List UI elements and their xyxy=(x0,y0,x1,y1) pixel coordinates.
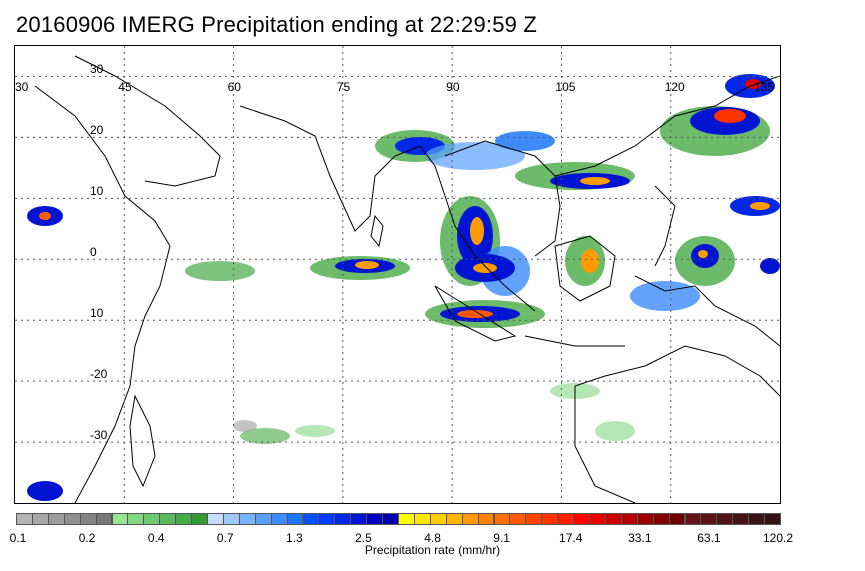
colorbar-cell xyxy=(16,513,33,525)
colorbar-cell xyxy=(764,513,781,525)
colorbar-label: 17.4 xyxy=(559,531,583,545)
colorbar-cell xyxy=(366,513,384,525)
colorbar-label: 0.7 xyxy=(216,531,234,545)
colorbar-label: 1.3 xyxy=(286,531,303,545)
latitude-tick-label: -20 xyxy=(90,367,108,382)
colorbar-cell xyxy=(254,513,272,525)
colorbar-cell xyxy=(748,513,766,525)
colorbar-cell xyxy=(47,513,65,525)
colorbar-cell xyxy=(95,513,113,525)
colorbar-cell xyxy=(541,513,559,525)
colorbar-cell xyxy=(222,513,240,525)
colorbar-cell xyxy=(525,513,543,525)
latitude-tick-label: 20 xyxy=(90,123,104,138)
colorbar-cell xyxy=(461,513,479,525)
colorbar xyxy=(16,513,781,525)
colorbar-cell xyxy=(143,513,161,525)
colorbar-label: 33.1 xyxy=(628,531,652,545)
colorbar-cell xyxy=(684,513,702,525)
map-title: 20160906 IMERG Precipitation ending at 2… xyxy=(16,12,538,37)
colorbar-label: 0.2 xyxy=(78,531,96,545)
colorbar-cell xyxy=(398,513,415,525)
colorbar-cell xyxy=(445,513,463,525)
colorbar-cell xyxy=(716,513,734,525)
colorbar-cell xyxy=(557,513,575,525)
colorbar-cell xyxy=(79,513,97,525)
colorbar-cell xyxy=(700,513,718,525)
colorbar-label: 0.4 xyxy=(147,531,165,545)
colorbar-cell xyxy=(334,513,352,525)
colorbar-cell xyxy=(159,513,177,525)
longitude-tick-label: 60 xyxy=(227,79,241,94)
longitude-tick-label: 75 xyxy=(336,79,351,94)
colorbar-cell xyxy=(589,513,606,525)
precipitation-map: 30 45 60 75 90 105 120 135 30 20 10 0 10 -20 -30 xyxy=(14,45,781,504)
colorbar-cell xyxy=(620,513,638,525)
colorbar-cell xyxy=(382,513,399,525)
colorbar-cell xyxy=(111,513,129,525)
colorbar-title: Precipitation rate (mm/hr) xyxy=(364,543,501,557)
colorbar-cell xyxy=(31,513,49,525)
colorbar-cell xyxy=(732,513,750,525)
colorbar-cell xyxy=(477,513,495,525)
colorbar-cell xyxy=(318,513,336,525)
latitude-tick-label: 0 xyxy=(90,245,97,260)
precipitation-layer xyxy=(27,74,780,501)
colorbar-cell xyxy=(302,513,320,525)
colorbar-label: 63.1 xyxy=(697,531,721,545)
colorbar-cell xyxy=(270,513,288,525)
latitude-tick-label: 10 xyxy=(90,306,104,321)
colorbar-cell xyxy=(652,513,670,525)
colorbar-label: 120.2 xyxy=(762,531,794,545)
longitude-tick-label: 120 xyxy=(664,79,685,94)
colorbar-cell xyxy=(668,513,686,525)
longitude-tick-label: 105 xyxy=(555,79,576,94)
colorbar-label: 0.1 xyxy=(9,531,27,545)
latitude-tick-label: 10 xyxy=(90,184,104,199)
colorbar-label: 2.5 xyxy=(355,531,372,545)
colorbar-cell xyxy=(175,513,193,525)
colorbar-cell xyxy=(413,513,431,525)
colorbar-cell xyxy=(207,513,224,525)
longitude-tick-label: 45 xyxy=(118,79,132,94)
colorbar-label: 4.8 xyxy=(424,531,441,545)
graticule xyxy=(15,46,780,503)
latitude-tick-label: 30 xyxy=(90,62,104,77)
colorbar-cell xyxy=(191,513,208,525)
colorbar-cell xyxy=(604,513,622,525)
map-canvas xyxy=(15,46,780,503)
colorbar-cell xyxy=(493,513,511,525)
colorbar-cell xyxy=(127,513,145,525)
colorbar-cell xyxy=(573,513,590,525)
longitude-tick-label: 90 xyxy=(446,79,460,94)
colorbar-label: 9.1 xyxy=(493,531,510,545)
colorbar-cell xyxy=(350,513,368,525)
colorbar-cell xyxy=(238,513,256,525)
colorbar-cell xyxy=(636,513,654,525)
colorbar-cell xyxy=(63,513,81,525)
longitude-tick-label: 30 xyxy=(15,79,29,94)
colorbar-cell xyxy=(429,513,447,525)
longitude-tick-label: 135 xyxy=(754,79,775,94)
coastlines xyxy=(34,55,780,503)
latitude-tick-label: -30 xyxy=(90,428,108,443)
colorbar-cell xyxy=(509,513,527,525)
colorbar-cell xyxy=(286,513,304,525)
